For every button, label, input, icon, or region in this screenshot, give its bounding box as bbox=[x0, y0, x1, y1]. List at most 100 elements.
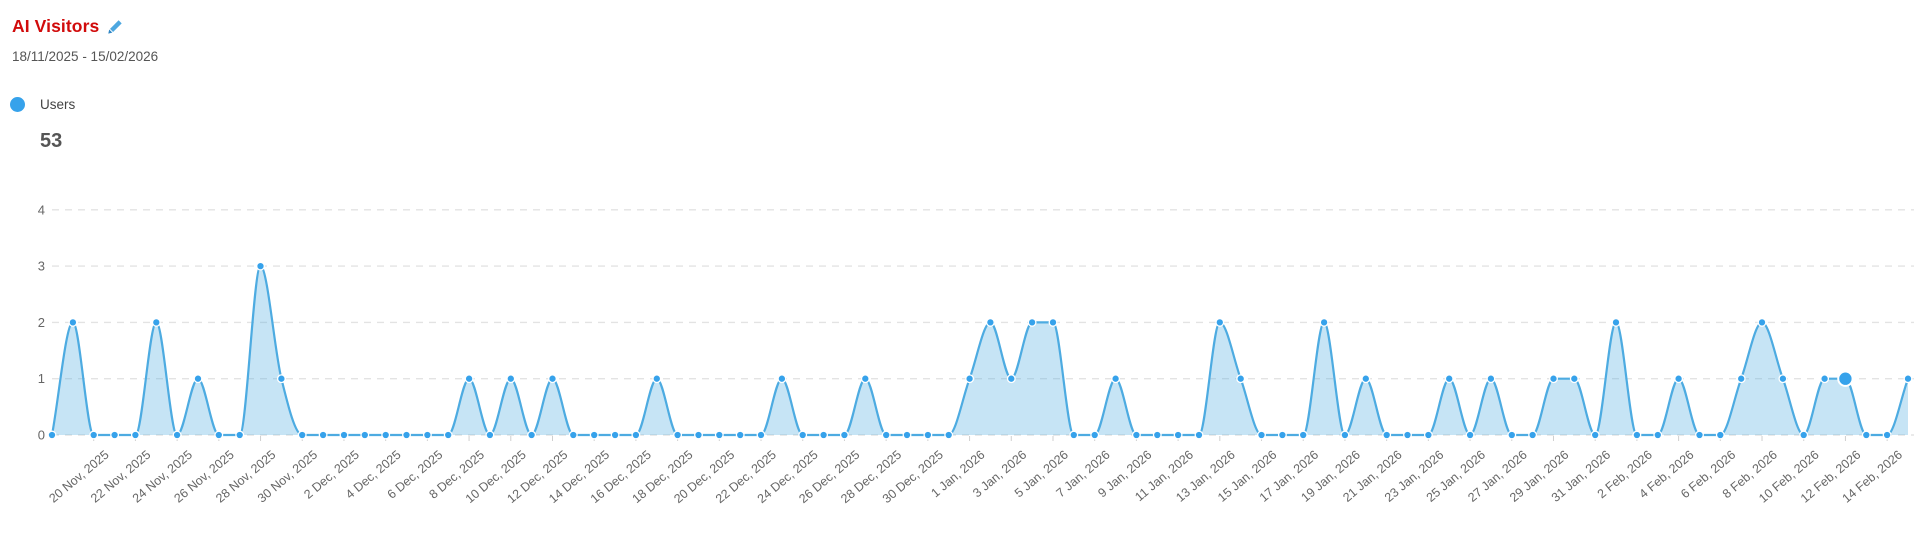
data-point[interactable] bbox=[1382, 430, 1392, 440]
data-point[interactable] bbox=[47, 430, 57, 440]
data-point[interactable] bbox=[1903, 374, 1913, 384]
data-point[interactable] bbox=[944, 430, 954, 440]
data-point[interactable] bbox=[1257, 430, 1266, 440]
data-point[interactable] bbox=[610, 430, 620, 440]
users-area-fill bbox=[52, 266, 1908, 435]
data-point[interactable] bbox=[527, 430, 537, 440]
data-point[interactable] bbox=[902, 430, 912, 440]
data-point[interactable] bbox=[89, 430, 99, 440]
data-point[interactable] bbox=[1403, 430, 1412, 440]
data-point[interactable] bbox=[1486, 374, 1496, 384]
data-point[interactable] bbox=[923, 430, 933, 440]
data-point[interactable] bbox=[1757, 317, 1767, 327]
data-point[interactable] bbox=[1715, 430, 1725, 440]
data-point[interactable] bbox=[1611, 317, 1621, 327]
data-point[interactable] bbox=[1778, 374, 1788, 384]
data-point[interactable] bbox=[1507, 430, 1517, 440]
data-point[interactable] bbox=[297, 430, 307, 440]
data-point[interactable] bbox=[1027, 317, 1037, 327]
data-point[interactable] bbox=[756, 430, 766, 440]
data-point[interactable] bbox=[714, 430, 724, 440]
data-point-highlighted[interactable] bbox=[1837, 370, 1854, 387]
data-point[interactable] bbox=[798, 430, 808, 440]
data-point[interactable] bbox=[1340, 430, 1350, 440]
data-point[interactable] bbox=[485, 430, 495, 440]
data-point[interactable] bbox=[673, 430, 683, 440]
data-point[interactable] bbox=[1111, 374, 1121, 384]
data-point[interactable] bbox=[1131, 430, 1141, 440]
data-point[interactable] bbox=[381, 430, 391, 440]
data-point[interactable] bbox=[318, 430, 328, 440]
data-point[interactable] bbox=[110, 430, 120, 440]
data-point[interactable] bbox=[819, 430, 829, 440]
data-point[interactable] bbox=[1069, 430, 1079, 440]
data-point[interactable] bbox=[735, 430, 745, 440]
data-point[interactable] bbox=[235, 430, 245, 440]
data-point[interactable] bbox=[1236, 374, 1246, 384]
data-point[interactable] bbox=[360, 430, 370, 440]
data-point[interactable] bbox=[443, 430, 453, 440]
data-point[interactable] bbox=[1215, 317, 1225, 327]
y-axis-label: 2 bbox=[38, 315, 45, 330]
data-point[interactable] bbox=[1173, 430, 1183, 440]
data-point[interactable] bbox=[172, 430, 182, 440]
data-point[interactable] bbox=[1465, 430, 1475, 440]
data-point[interactable] bbox=[548, 374, 557, 384]
users-legend-label: Users bbox=[40, 97, 76, 112]
data-point[interactable] bbox=[839, 430, 849, 440]
y-axis-label: 0 bbox=[38, 428, 45, 443]
data-point[interactable] bbox=[965, 374, 975, 384]
data-point[interactable] bbox=[589, 430, 599, 440]
data-point[interactable] bbox=[881, 430, 891, 440]
users-legend-dot-icon bbox=[10, 97, 25, 112]
data-point[interactable] bbox=[1423, 430, 1433, 440]
data-point[interactable] bbox=[1298, 430, 1308, 440]
data-point[interactable] bbox=[1861, 430, 1871, 440]
data-point[interactable] bbox=[777, 374, 787, 384]
data-point[interactable] bbox=[464, 374, 474, 384]
data-point[interactable] bbox=[1319, 317, 1329, 327]
data-point[interactable] bbox=[1277, 430, 1287, 440]
data-point[interactable] bbox=[1799, 430, 1809, 440]
data-point[interactable] bbox=[1569, 374, 1579, 384]
data-point[interactable] bbox=[1674, 374, 1684, 384]
data-point[interactable] bbox=[694, 430, 703, 440]
data-point[interactable] bbox=[1048, 317, 1058, 327]
data-point[interactable] bbox=[1528, 430, 1538, 440]
data-point[interactable] bbox=[1695, 430, 1704, 440]
data-point[interactable] bbox=[631, 430, 641, 440]
data-point[interactable] bbox=[1653, 430, 1663, 440]
data-point[interactable] bbox=[1194, 430, 1204, 440]
edit-title-pencil-icon[interactable] bbox=[107, 19, 123, 35]
data-point[interactable] bbox=[1444, 374, 1454, 384]
data-point[interactable] bbox=[1361, 374, 1371, 384]
data-point[interactable] bbox=[68, 317, 78, 327]
data-point[interactable] bbox=[1152, 430, 1162, 440]
data-point[interactable] bbox=[214, 430, 224, 440]
data-point[interactable] bbox=[1882, 430, 1892, 440]
widget-header: AI Visitors bbox=[12, 16, 123, 37]
data-point[interactable] bbox=[402, 430, 411, 440]
pencil-icon bbox=[108, 19, 123, 34]
data-point[interactable] bbox=[652, 374, 662, 384]
data-point[interactable] bbox=[860, 374, 870, 384]
data-point[interactable] bbox=[151, 317, 161, 327]
data-point[interactable] bbox=[985, 317, 995, 327]
data-point[interactable] bbox=[506, 374, 516, 384]
data-point[interactable] bbox=[1006, 374, 1016, 384]
data-point[interactable] bbox=[1590, 430, 1600, 440]
data-point[interactable] bbox=[193, 374, 203, 384]
data-point[interactable] bbox=[276, 374, 286, 384]
data-point[interactable] bbox=[130, 430, 140, 440]
data-point[interactable] bbox=[1632, 430, 1642, 440]
data-point[interactable] bbox=[1090, 430, 1100, 440]
data-point[interactable] bbox=[1820, 374, 1830, 384]
data-point[interactable] bbox=[1549, 374, 1558, 384]
data-point[interactable] bbox=[568, 430, 578, 440]
data-point[interactable] bbox=[422, 430, 432, 440]
data-point[interactable] bbox=[256, 261, 265, 271]
data-point[interactable] bbox=[1736, 374, 1746, 384]
data-point[interactable] bbox=[339, 430, 349, 440]
